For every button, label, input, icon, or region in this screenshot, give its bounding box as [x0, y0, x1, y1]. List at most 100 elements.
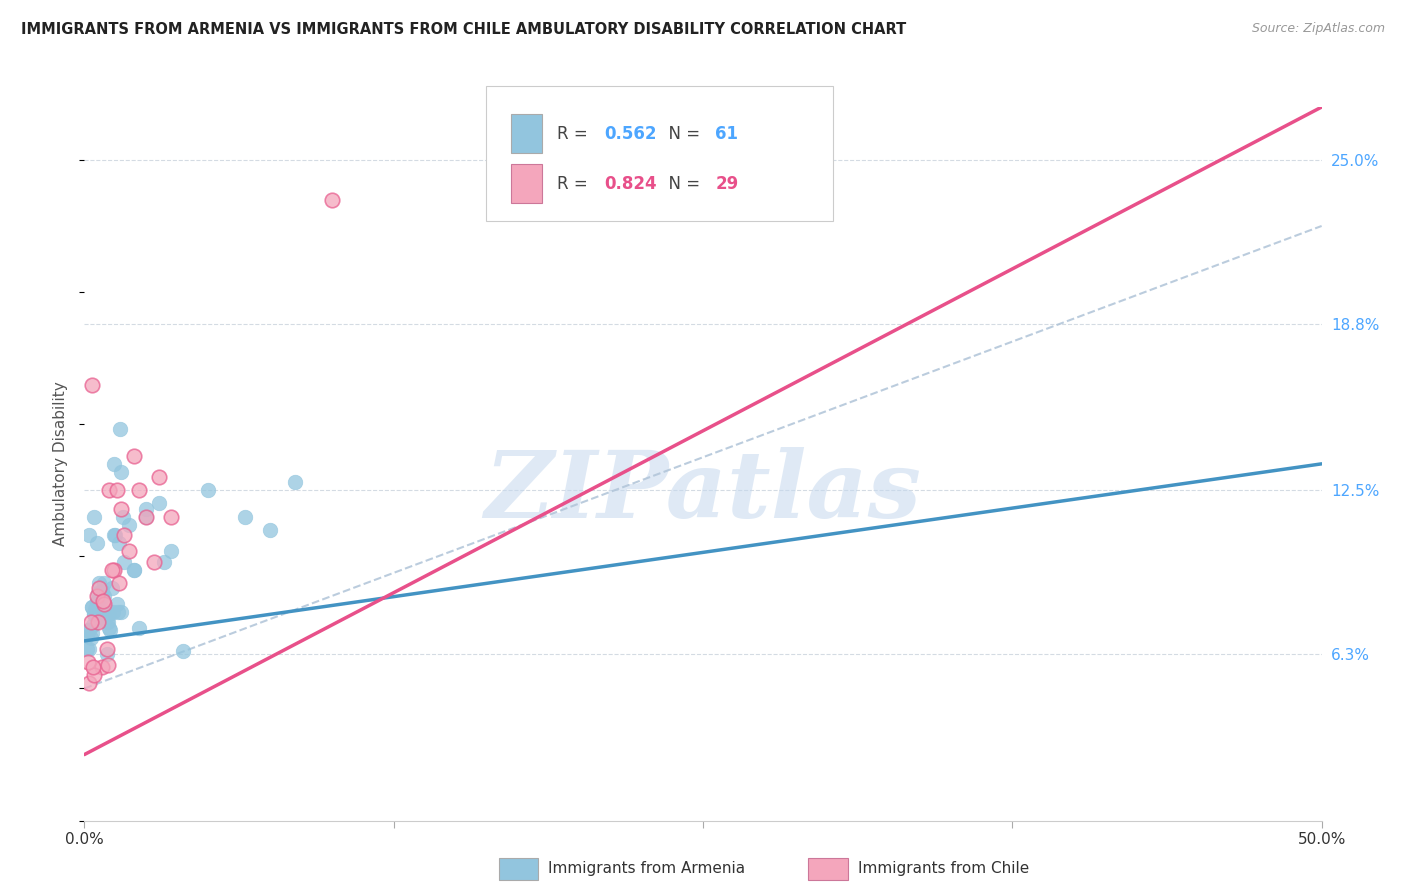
Point [105, 483, 128, 498]
Point [80, 599, 103, 614]
Point [77, 624, 100, 638]
Point [284, 475, 307, 490]
Point [93, 597, 115, 611]
Text: N =: N = [658, 125, 706, 143]
Point [135, 509, 157, 524]
Point [86, 589, 108, 603]
Point [122, 563, 145, 577]
Point [79, 624, 101, 638]
Point [128, 483, 150, 498]
Point [233, 509, 256, 524]
FancyBboxPatch shape [486, 86, 832, 221]
Text: 0.824: 0.824 [605, 175, 657, 193]
Point [94, 607, 117, 622]
Point [84, 602, 107, 616]
Y-axis label: Ambulatory Disability: Ambulatory Disability [53, 382, 69, 546]
Point [107, 605, 129, 619]
Point [91, 602, 114, 616]
Point [89, 575, 111, 590]
Point [118, 517, 141, 532]
Point [100, 581, 122, 595]
Text: 0.562: 0.562 [605, 125, 657, 143]
Point [76, 641, 98, 656]
Point [93, 589, 115, 603]
Point [80, 626, 103, 640]
FancyBboxPatch shape [512, 114, 543, 153]
Point [96, 641, 118, 656]
Point [112, 555, 135, 569]
Point [91, 594, 114, 608]
Point [82, 660, 104, 674]
Point [93, 575, 115, 590]
Point [108, 575, 131, 590]
Point [89, 581, 111, 595]
Point [83, 509, 105, 524]
Point [97, 615, 120, 630]
Point [90, 589, 112, 603]
Point [110, 605, 132, 619]
Point [86, 594, 108, 608]
Point [90, 583, 112, 598]
Point [135, 501, 157, 516]
Point [98, 621, 121, 635]
Point [90, 660, 112, 674]
Point [105, 597, 128, 611]
Text: R =: R = [557, 175, 593, 193]
Point [122, 449, 145, 463]
Point [98, 483, 121, 498]
Text: R =: R = [557, 125, 593, 143]
Text: Source: ZipAtlas.com: Source: ZipAtlas.com [1251, 22, 1385, 36]
Point [104, 528, 127, 542]
Point [148, 470, 170, 484]
Point [128, 621, 150, 635]
Point [103, 528, 125, 542]
Point [112, 528, 135, 542]
Point [83, 668, 105, 682]
Point [122, 563, 145, 577]
Point [160, 544, 183, 558]
Point [83, 607, 105, 622]
Point [160, 509, 183, 524]
Text: Immigrants from Armenia: Immigrants from Armenia [548, 862, 745, 876]
Text: 61: 61 [716, 125, 738, 143]
Point [197, 483, 219, 498]
Point [108, 536, 131, 550]
Point [87, 615, 110, 630]
FancyBboxPatch shape [512, 164, 543, 203]
Text: Immigrants from Chile: Immigrants from Chile [858, 862, 1029, 876]
Point [86, 594, 108, 608]
Point [86, 536, 108, 550]
Point [101, 605, 124, 619]
Text: IMMIGRANTS FROM ARMENIA VS IMMIGRANTS FROM CHILE AMBULATORY DISABILITY CORRELATI: IMMIGRANTS FROM ARMENIA VS IMMIGRANTS FR… [21, 22, 907, 37]
Point [79, 528, 101, 542]
Point [97, 657, 120, 672]
Point [321, 193, 343, 207]
Point [172, 644, 194, 658]
Point [110, 465, 132, 479]
Point [110, 422, 132, 436]
Point [103, 457, 125, 471]
Point [148, 496, 170, 510]
Point [89, 602, 111, 616]
Point [82, 618, 104, 632]
Point [96, 615, 118, 630]
Point [80, 377, 103, 392]
Point [79, 632, 101, 646]
Point [80, 599, 103, 614]
Text: ZIPatlas: ZIPatlas [485, 448, 921, 537]
Point [83, 607, 105, 622]
Point [76, 629, 98, 643]
Point [118, 544, 141, 558]
Point [110, 501, 132, 516]
Point [142, 555, 165, 569]
Point [152, 555, 174, 569]
Point [103, 563, 125, 577]
Point [259, 523, 281, 537]
Point [100, 563, 122, 577]
Point [79, 615, 101, 630]
Point [77, 655, 100, 669]
Point [79, 676, 101, 690]
Point [79, 641, 101, 656]
Point [98, 624, 121, 638]
Text: N =: N = [658, 175, 706, 193]
